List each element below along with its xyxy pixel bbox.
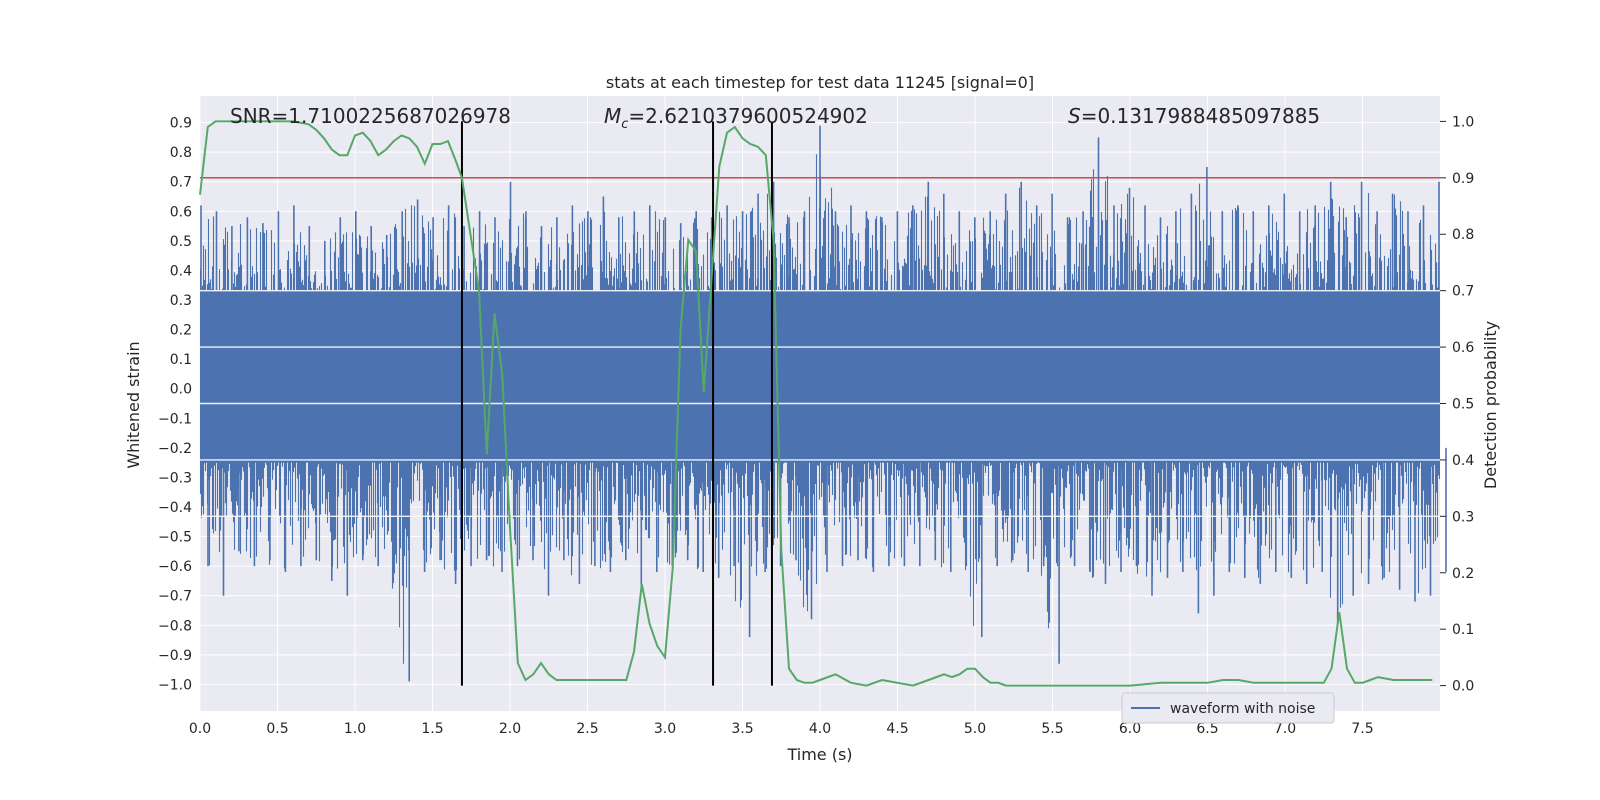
x-axis-label: Time (s) [786, 745, 852, 764]
x-axis-ticks: 0.0 0.5 1.0 1.5 2.0 2.5 3.0 3.5 4.0 4.5 5.0 5.5 6.0 6… [189, 721, 1374, 737]
s-symbol: S [1068, 104, 1081, 128]
x-tick-label-6: 3.0 [654, 721, 676, 737]
legend-label: waveform with noise [1170, 701, 1315, 717]
x-tick-label-10: 5.0 [964, 721, 986, 737]
mc-subscript: c [621, 117, 628, 132]
y-tick-label-3: 0.6 [170, 204, 192, 220]
y-axis-ticks: 0.9 0.8 0.7 0.6 0.5 0.4 0.3 0.2 0.1 0.0 −0.1 −0.2 −0… [158, 116, 192, 694]
y2-tick-label-5: 0.5 [1452, 397, 1474, 413]
x-tick-label-5: 2.5 [576, 721, 598, 737]
x-tick-label-1: 0.5 [266, 721, 288, 737]
y-tick-label-1: 0.8 [170, 145, 192, 161]
y2-tick-label-2: 0.8 [1452, 227, 1474, 243]
y2-tick-label-1: 0.9 [1452, 171, 1474, 187]
waveform-line [199, 154, 1441, 664]
y-tick-label-18: −0.9 [158, 648, 192, 664]
y-tick-label-6: 0.3 [170, 293, 192, 309]
y-tick-label-19: −1.0 [158, 677, 192, 693]
y2-tick-label-8: 0.2 [1452, 566, 1474, 582]
y-tick-label-17: −0.8 [158, 618, 192, 634]
snr-annotation: SNR=1.7100225687026978 [230, 104, 511, 128]
mc-annotation: Mc=2.6210379600524902 [604, 104, 868, 132]
y-tick-label-0: 0.9 [170, 116, 192, 132]
y-tick-label-8: 0.1 [170, 352, 192, 368]
y-tick-label-7: 0.2 [170, 323, 192, 339]
waveform-horizontal-bands [200, 289, 1440, 518]
legend-box [1121, 692, 1335, 724]
x-tick-label-12: 6.0 [1119, 721, 1141, 737]
legend: waveform with noise [1121, 692, 1335, 724]
y2-tick-label-7: 0.3 [1452, 509, 1474, 525]
y2-tick-label-3: 0.7 [1452, 284, 1474, 300]
x-tick-label-2: 1.0 [344, 721, 366, 737]
s-value: =0.1317988485097885 [1081, 104, 1320, 128]
y-tick-label-10: −0.1 [158, 411, 192, 427]
y-tick-label-5: 0.4 [170, 263, 192, 279]
x-tick-label-3: 1.5 [421, 721, 443, 737]
y2-axis-ticks: 1.0 0.9 0.8 0.7 0.6 0.5 0.4 0.3 0.2 0.1 0.0 [1440, 114, 1474, 695]
y-tick-label-2: 0.7 [170, 175, 192, 191]
chart-title: stats at each timestep for test data 112… [606, 73, 1034, 92]
mc-value: =2.6210379600524902 [628, 104, 867, 128]
x-tick-label-14: 7.0 [1274, 721, 1296, 737]
y-tick-label-15: −0.6 [158, 559, 192, 575]
y2-axis-label: Detection probability [1481, 321, 1500, 489]
y2-tick-label-0: 1.0 [1452, 114, 1474, 130]
x-tick-label-15: 7.5 [1351, 721, 1373, 737]
x-tick-label-13: 6.5 [1196, 721, 1218, 737]
y-tick-label-11: −0.2 [158, 441, 192, 457]
x-tick-label-8: 4.0 [809, 721, 831, 737]
y-tick-label-4: 0.5 [170, 234, 192, 250]
y2-tick-label-9: 0.1 [1452, 622, 1474, 638]
waveform-series [199, 125, 1447, 682]
y-tick-label-13: −0.4 [158, 500, 192, 516]
probability-line [199, 120, 1433, 687]
y2-tick-label-4: 0.6 [1452, 340, 1474, 356]
y2-tick-label-10: 0.0 [1452, 679, 1474, 695]
x-tick-label-4: 2.0 [499, 721, 521, 737]
s-annotation: S=0.1317988485097885 [1068, 104, 1320, 128]
x-tick-label-11: 5.5 [1041, 721, 1063, 737]
mc-symbol: M [604, 104, 621, 128]
probability-series [199, 120, 1433, 687]
y-tick-label-16: −0.7 [158, 589, 192, 605]
x-tick-label-9: 4.5 [886, 721, 908, 737]
y-tick-label-9: 0.0 [170, 382, 192, 398]
waveform-peaks [200, 125, 1447, 682]
y-axis-label: Whitened strain [124, 341, 143, 468]
y-tick-label-12: −0.3 [158, 470, 192, 486]
x-tick-label-0: 0.0 [189, 721, 211, 737]
x-tick-label-7: 3.5 [731, 721, 753, 737]
y2-tick-label-6: 0.4 [1452, 453, 1474, 469]
y-tick-label-14: −0.5 [158, 530, 192, 546]
